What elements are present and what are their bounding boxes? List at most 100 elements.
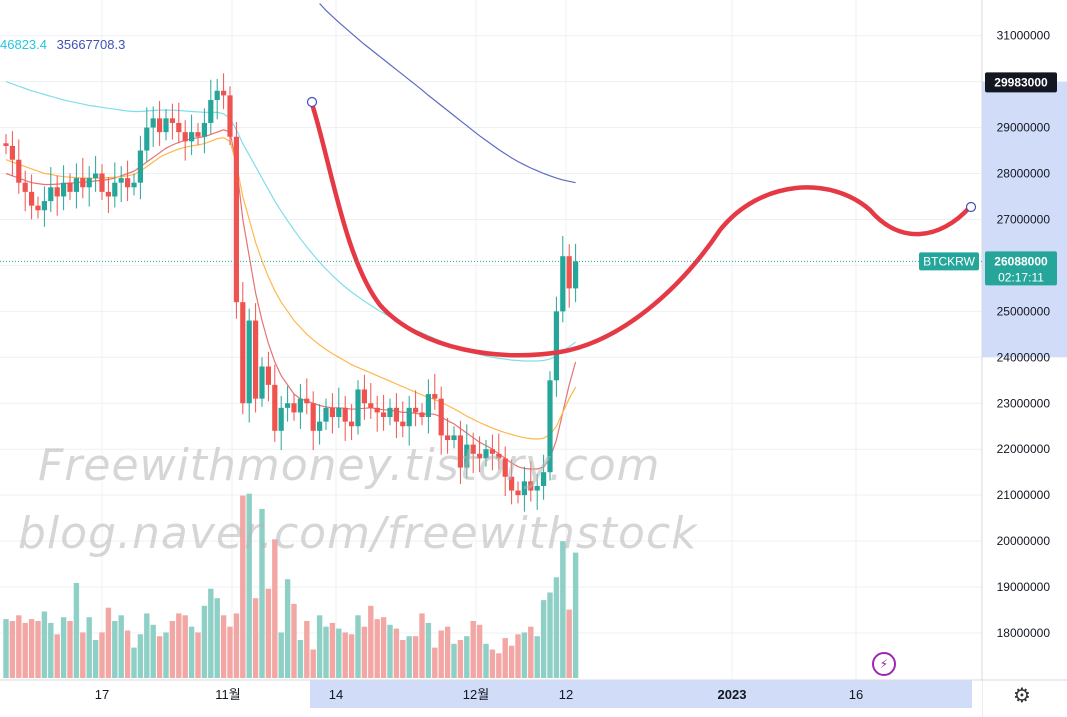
candle-body-46 [297, 398, 303, 413]
annotation-curve [306, 96, 977, 358]
candle-body-40 [259, 366, 265, 399]
grid-lines [0, 0, 982, 680]
candle-body-71 [457, 435, 463, 468]
candle-body-19 [125, 178, 131, 188]
time-tick-label-0: 17 [95, 687, 109, 702]
candle-body-22 [144, 127, 150, 151]
candle-67 [432, 373, 438, 410]
volume-bar-81 [521, 632, 528, 678]
volume-bar-60 [387, 624, 393, 678]
volume-bar-47 [304, 621, 310, 678]
time-tick-label-3: 12월 [463, 687, 489, 702]
candle-body-72 [464, 444, 470, 468]
volume-bar-26 [169, 621, 176, 678]
candle-body-64 [413, 407, 419, 413]
volume-bar-22 [144, 613, 150, 678]
gear-icon[interactable]: ⚙ [1013, 683, 1031, 707]
volume-bar-80 [515, 634, 521, 678]
candle-body-58 [374, 407, 380, 413]
candle-body-26 [169, 118, 175, 123]
volume-bar-65 [419, 613, 425, 678]
candle-38 [246, 308, 252, 423]
symbol-badge [919, 252, 979, 271]
volume-bar-35 [227, 626, 233, 678]
volume-bar-20 [131, 647, 137, 678]
volume-bar-64 [412, 636, 419, 678]
time-tick-label-2: 14 [329, 687, 343, 702]
price-tick-label-13: 31000000 [997, 29, 1051, 43]
volume-bar-23 [150, 624, 156, 678]
candle-body-38 [246, 320, 252, 404]
candle-body-9 [61, 182, 67, 197]
volume-bar-42 [272, 539, 278, 678]
candle-body-21 [137, 150, 143, 183]
volume-bar-7 [48, 622, 54, 678]
candle-body-42 [272, 384, 278, 431]
candle-63 [406, 395, 412, 446]
volume-bar-73 [470, 621, 476, 678]
moving-average-lines [5, 3, 577, 470]
price-tick-label-3: 21000000 [997, 488, 1051, 502]
volume-bar-62 [400, 640, 406, 678]
volume-bar-40 [259, 508, 265, 678]
price-tick-label-1: 19000000 [997, 580, 1051, 594]
candle-18 [118, 166, 124, 202]
candle-14 [93, 156, 99, 192]
candle-89 [573, 243, 579, 303]
candle-body-75 [483, 449, 489, 459]
candle-body-65 [419, 412, 425, 418]
candle-2 [16, 139, 22, 194]
volume-bar-10 [67, 621, 73, 678]
candle-13 [86, 166, 92, 207]
indicator-legend: 46823.4 35667708.3 [0, 37, 131, 52]
candle-body-27 [176, 122, 182, 133]
candle-body-89 [573, 261, 579, 289]
candle-30 [195, 122, 201, 146]
candle-body-81 [521, 481, 527, 496]
candle-body-36 [233, 136, 239, 303]
candle-70 [451, 426, 457, 449]
candle-19 [125, 160, 131, 202]
candle-24 [157, 100, 163, 146]
volume-bar-16 [105, 607, 112, 678]
volume-bar-19 [124, 630, 131, 678]
candle-body-23 [150, 118, 156, 128]
candle-body-63 [406, 407, 412, 427]
candle-body-47 [304, 398, 310, 404]
volume-bar-85 [547, 592, 553, 678]
volume-bar-67 [432, 647, 438, 678]
candle-83 [534, 474, 540, 510]
lightning-icon[interactable]: ⚡ [872, 652, 896, 676]
candle-80 [515, 481, 521, 504]
candle-75 [483, 440, 489, 467]
candle-36 [233, 122, 239, 319]
candle-body-2 [16, 159, 22, 183]
candle-29 [189, 114, 195, 156]
high-marker-bg [985, 72, 1057, 93]
candle-32 [208, 79, 214, 134]
volume-bar-21 [137, 634, 144, 678]
candle-76 [489, 434, 495, 471]
candle-55 [355, 380, 361, 435]
volume-bar-12 [80, 632, 86, 678]
candle-11 [73, 163, 79, 209]
volume-bar-55 [355, 615, 361, 678]
candle-73 [470, 432, 476, 474]
candle-15 [99, 164, 105, 201]
candle-body-13 [86, 178, 92, 188]
candle-body-59 [381, 412, 387, 418]
volume-bar-52 [336, 628, 342, 678]
candle-17 [112, 162, 118, 208]
price-tick-label-9: 27000000 [997, 212, 1051, 226]
last-price-badge [985, 251, 1057, 286]
time-tick-label-1: 11월 [215, 687, 240, 702]
candle-81 [521, 466, 527, 512]
candle-body-88 [566, 256, 572, 289]
volume-bar-11 [73, 583, 80, 678]
candle-body-41 [265, 366, 271, 385]
candle-body-55 [355, 389, 361, 427]
candle-37 [240, 281, 246, 415]
candle-body-50 [323, 407, 329, 422]
candle-34 [221, 73, 227, 110]
